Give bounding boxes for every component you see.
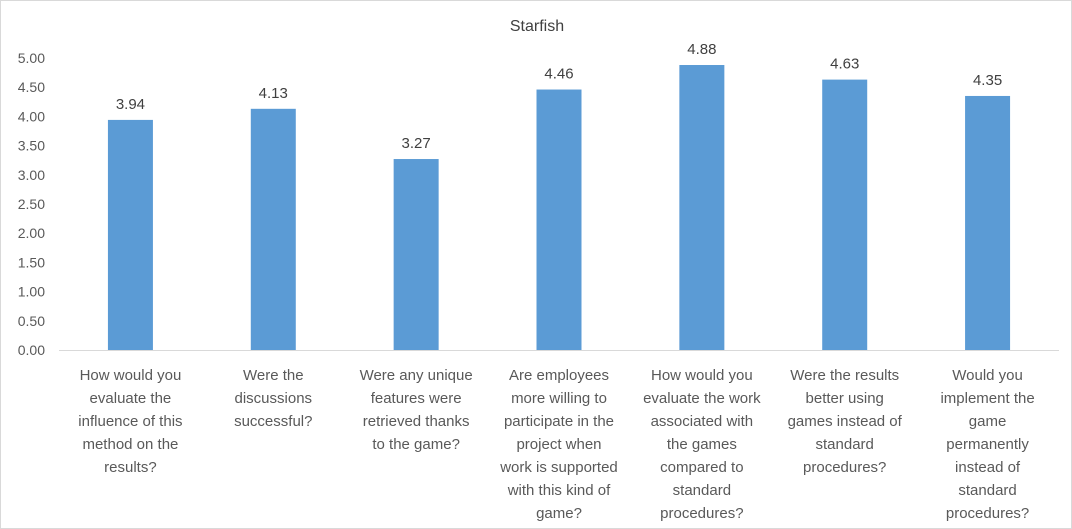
category-label-line: more willing to <box>511 390 607 407</box>
category-label-line: features were <box>371 390 462 407</box>
data-label: 4.88 <box>687 41 716 58</box>
category-label-line: retrieved thanks <box>363 413 470 430</box>
category-label-line: standard <box>673 482 731 499</box>
category-label-line: games instead of <box>788 413 903 430</box>
category-label-line: Were any unique <box>360 367 473 384</box>
data-label: 4.13 <box>259 85 288 102</box>
bar <box>393 159 439 350</box>
data-label: 4.35 <box>973 72 1002 89</box>
category-label-line: influence of this <box>78 413 182 430</box>
bar <box>250 108 296 350</box>
y-tick-label: 3.50 <box>18 138 45 154</box>
category-label: Were the results better using games instea… <box>788 367 903 476</box>
category-label-line: Were the results <box>790 367 899 384</box>
category-label-line: evaluate the work <box>643 390 761 407</box>
category-label-line: procedures? <box>946 505 1029 522</box>
bars <box>107 65 1011 351</box>
y-tick-label: 1.00 <box>18 284 45 300</box>
y-tick-label: 1.50 <box>18 254 45 270</box>
category-label-line: standard <box>816 436 874 453</box>
category-label-line: participate in the <box>504 413 614 430</box>
category-label: How would you evaluate the work associated… <box>643 367 761 522</box>
category-label-line: Were the <box>243 367 304 384</box>
category-label-line: procedures? <box>660 505 743 522</box>
category-label-line: discussions <box>235 390 313 407</box>
category-label-line: method on the <box>82 436 178 453</box>
value-labels: 3.94 4.13 3.27 4.46 4.88 4.63 4.35 <box>116 41 1002 152</box>
bar <box>822 79 868 350</box>
category-label: Would you implement the game permanently ins… <box>940 367 1034 522</box>
y-tick-label: 2.50 <box>18 196 45 212</box>
category-label: Were the discussions successful? <box>234 367 312 430</box>
data-label: 3.94 <box>116 96 145 113</box>
y-tick-label: 4.50 <box>18 79 45 95</box>
category-label-line: standard <box>958 482 1016 499</box>
data-label: 4.63 <box>830 56 859 73</box>
category-label-line: results? <box>104 459 157 476</box>
y-tick-label: 0.50 <box>18 313 45 329</box>
category-label-line: procedures? <box>803 459 886 476</box>
category-label-line: How would you <box>80 367 182 384</box>
category-label-line: instead of <box>955 459 1021 476</box>
y-tick-label: 5.00 <box>18 50 45 66</box>
y-tick-label: 4.00 <box>18 108 45 124</box>
category-label-line: with this kind of <box>507 482 611 499</box>
category-label-line: better using <box>806 390 884 407</box>
y-tick-label: 2.00 <box>18 225 45 241</box>
category-labels: How would you evaluate the influence of th… <box>78 367 1034 522</box>
category-label-line: evaluate the <box>90 390 172 407</box>
bar <box>965 95 1011 351</box>
category-label-line: game? <box>536 505 582 522</box>
y-tick-label: 3.00 <box>18 167 45 183</box>
chart-title: Starfish <box>510 18 564 35</box>
category-label-line: work is supported <box>499 459 618 476</box>
category-label-line: implement the <box>940 390 1034 407</box>
category-label: How would you evaluate the influence of th… <box>78 367 182 476</box>
category-label-line: Would you <box>952 367 1023 384</box>
bar <box>107 119 153 351</box>
category-label: Are employees more willing to participate … <box>499 367 618 522</box>
category-label-line: permanently <box>946 436 1029 453</box>
category-label-line: the games <box>667 436 737 453</box>
category-label: Were any unique features were retrieved th… <box>360 367 473 453</box>
y-axis-ticks: 0.00 0.50 1.00 1.50 2.00 2.50 3.00 3.50 4.00 4.50… <box>18 50 45 358</box>
category-label-line: successful? <box>234 413 312 430</box>
category-label-line: to the game? <box>372 436 460 453</box>
data-label: 3.27 <box>402 135 431 152</box>
category-label-line: associated with <box>651 413 754 430</box>
bar <box>536 89 582 350</box>
category-label-line: compared to <box>660 459 743 476</box>
y-tick-label: 0.00 <box>18 342 45 358</box>
category-label-line: game <box>969 413 1007 430</box>
bar <box>679 65 725 351</box>
category-label-line: Are employees <box>509 367 609 384</box>
category-label-line: project when <box>516 436 601 453</box>
category-label-line: How would you <box>651 367 753 384</box>
data-label: 4.46 <box>544 66 573 83</box>
